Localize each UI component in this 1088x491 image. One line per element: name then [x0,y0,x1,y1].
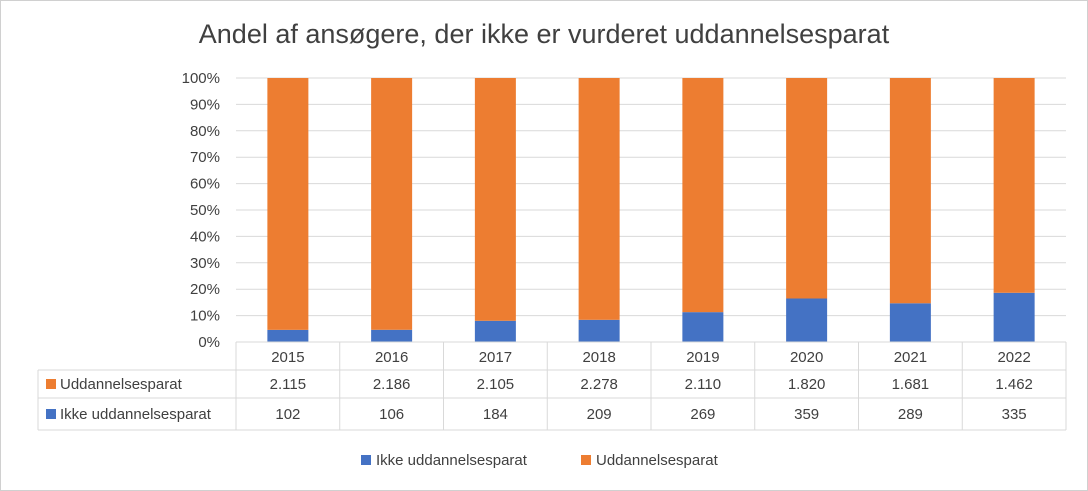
table-value: 184 [483,406,508,423]
x-tick-label: 2020 [790,349,823,366]
y-tick-label: 40% [190,228,220,245]
legend-key [361,455,371,465]
y-tick-label: 60% [190,176,220,193]
bar-segment [267,329,309,342]
table-value: 269 [690,406,715,423]
table-value: 359 [794,406,819,423]
table-row-label: Ikke uddannelsesparat [60,406,212,423]
bar-segment [993,78,1035,293]
bar-segment [267,78,309,330]
table-value: 2.186 [373,376,411,393]
table-value: 209 [587,406,612,423]
table-legend-key [46,409,56,419]
bar-segment [578,78,620,320]
legend-label: Uddannelsesparat [596,452,719,469]
y-tick-label: 90% [190,96,220,113]
x-tick-label: 2019 [686,349,719,366]
bar-segment [682,312,724,342]
bar-segment [474,78,516,321]
y-tick-label: 0% [198,334,220,351]
table-value: 1.820 [788,376,826,393]
bar-segment [786,298,828,342]
y-tick-label: 70% [190,149,220,166]
bar-segment [578,319,620,342]
table-value: 2.105 [477,376,515,393]
table-row-label: Uddannelsesparat [60,376,183,393]
legend-key [581,455,591,465]
table-value: 335 [1002,406,1027,423]
table-value: 2.110 [685,376,721,393]
x-tick-label: 2018 [582,349,615,366]
bar-segment [786,78,828,299]
x-tick-label: 2021 [894,349,927,366]
y-tick-label: 10% [190,308,220,325]
chart-title: Andel af ansøgere, der ikke er vurderet … [198,19,890,49]
table-value: 1.462 [995,376,1033,393]
table-value: 106 [379,406,404,423]
y-tick-label: 50% [190,202,220,219]
bar-segment [993,292,1035,342]
y-tick-label: 30% [190,255,220,272]
legend-label: Ikke uddannelsesparat [376,452,528,469]
y-tick-label: 20% [190,281,220,298]
bar-segment [682,78,724,313]
bar-segment [889,303,931,342]
x-tick-label: 2016 [375,349,408,366]
bar-segment [474,320,516,342]
table-value: 289 [898,406,923,423]
table-value: 1.681 [892,376,930,393]
y-tick-label: 100% [182,70,220,87]
x-tick-label: 2015 [271,349,304,366]
y-tick-label: 80% [190,123,220,140]
bar-segment [371,78,413,330]
x-tick-label: 2017 [479,349,512,366]
bar-segment [371,329,413,342]
table-value: 2.278 [580,376,618,393]
table-value: 2.115 [270,376,306,393]
table-value: 102 [275,406,300,423]
bar-segment [889,78,931,304]
x-tick-label: 2022 [997,349,1030,366]
table-legend-key [46,379,56,389]
